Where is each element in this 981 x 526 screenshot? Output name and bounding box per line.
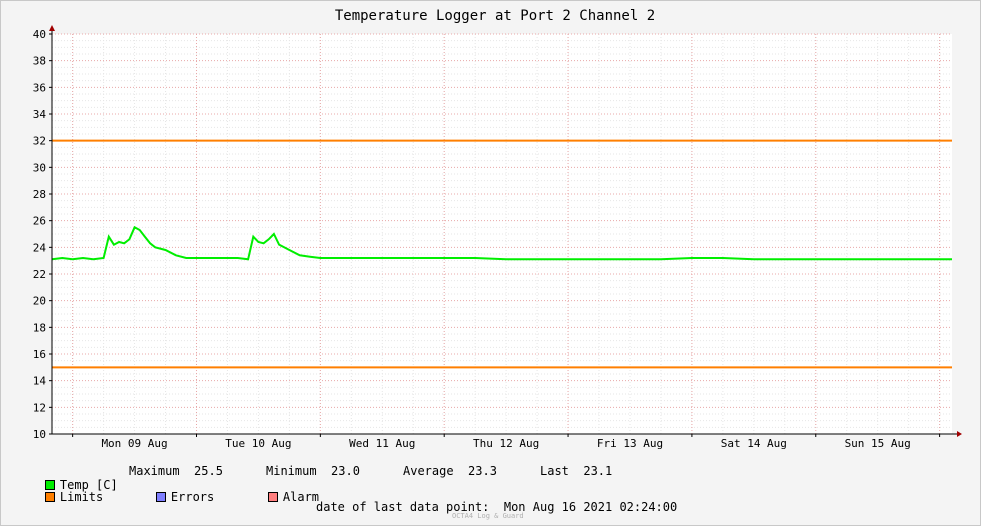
stat-maximum: Maximum 25.5 <box>129 464 223 478</box>
y-tick-label: 24 <box>33 241 47 254</box>
y-tick-label: 32 <box>33 135 46 148</box>
temperature-chart: 10 12 14 16 18 20 22 24 26 28 30 32 34 36 38 40 Mon 09 … <box>33 8 962 450</box>
legend-label-errors: Errors <box>170 490 215 504</box>
y-axis-arrow <box>49 25 55 31</box>
minor-grid <box>52 34 952 434</box>
stat-maximum-label: Maximum <box>129 464 180 478</box>
stat-minimum-value: 23.0 <box>331 464 360 478</box>
last-data-point: date of last data point: Mon Aug 16 2021… <box>316 500 677 514</box>
y-tick-label: 36 <box>33 81 46 94</box>
y-tick-label: 14 <box>33 375 47 388</box>
legend-label-limits: Limits <box>59 490 104 504</box>
y-tick-label: 22 <box>33 268 46 281</box>
legend-label-alarm: Alarm <box>282 490 320 504</box>
stat-average: Average 23.3 <box>403 464 497 478</box>
stat-minimum-label: Minimum <box>266 464 317 478</box>
y-tick-label: 18 <box>33 321 46 334</box>
y-tick-label: 16 <box>33 348 46 361</box>
legend-swatch-alarm <box>267 492 278 502</box>
stat-average-label: Average <box>403 464 454 478</box>
x-tick-labels: Mon 09 Aug Tue 10 Aug Wed 11 Aug Thu 12 Aug… <box>101 437 910 450</box>
y-tick-label: 20 <box>33 295 46 308</box>
stat-last: Last 23.1 <box>540 464 612 478</box>
legend-swatch-limits <box>44 492 55 502</box>
legend-label-temp: Temp [C] <box>59 478 118 492</box>
legend-swatch-errors <box>155 492 166 502</box>
y-tick-label: 12 <box>33 401 46 414</box>
legend-item-errors: Errors <box>127 476 214 518</box>
stat-last-value: 23.1 <box>583 464 613 478</box>
x-tick-label: Wed 11 Aug <box>349 437 415 450</box>
y-tick-label: 30 <box>33 161 46 174</box>
x-tick-label: Tue 10 Aug <box>225 437 291 450</box>
legend-row-1: Temp [C] <box>16 464 118 506</box>
x-tick-label: Fri 13 Aug <box>597 437 663 450</box>
y-tick-label: 10 <box>33 428 46 441</box>
stat-average-value: 23.3 <box>468 464 497 478</box>
last-data-point-label: date of last data point: <box>316 500 490 514</box>
chart-title: Temperature Logger at Port 2 Channel 2 <box>335 8 655 24</box>
y-tick-label: 34 <box>33 108 47 121</box>
legend-item-alarm: Alarm <box>239 476 319 518</box>
y-tick-label: 38 <box>33 55 46 68</box>
x-tick-label: Mon 09 Aug <box>101 437 167 450</box>
stat-minimum: Minimum 23.0 <box>266 464 360 478</box>
y-tick-label: 26 <box>33 215 46 228</box>
stat-maximum-value: 25.5 <box>194 464 223 478</box>
last-data-point-value: Mon Aug 16 2021 02:24:00 <box>503 500 678 514</box>
limit-lines <box>52 139 952 369</box>
x-axis-arrow <box>957 431 962 437</box>
legend-item-limits: Limits <box>16 476 103 518</box>
stat-last-label: Last <box>540 464 569 478</box>
x-tick-label: Thu 12 Aug <box>473 437 539 450</box>
y-tick-labels: 10 12 14 16 18 20 22 24 26 28 30 32 34 36 38 40 <box>33 28 47 441</box>
y-tick-label: 28 <box>33 188 46 201</box>
legend-swatch-temp <box>44 480 55 490</box>
watermark: OCTA4 Log & Guard <box>452 512 524 520</box>
series-line-temp <box>51 225 952 261</box>
x-tick-label: Sun 15 Aug <box>845 437 911 450</box>
x-tick-label: Sat 14 Aug <box>721 437 787 450</box>
y-tick-label: 40 <box>33 28 46 41</box>
